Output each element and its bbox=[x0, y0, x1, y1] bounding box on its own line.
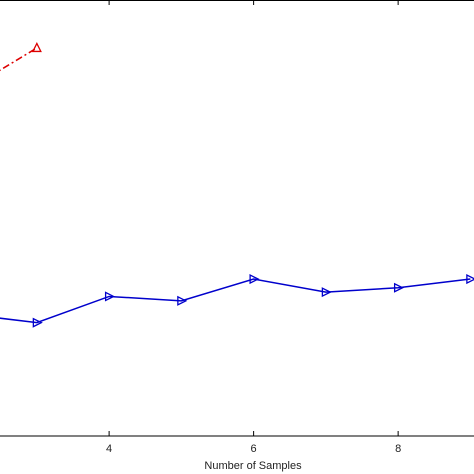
x-axis-label: Number of Samples bbox=[204, 460, 302, 472]
marker bbox=[249, 273, 260, 285]
marker bbox=[177, 295, 188, 306]
marker bbox=[321, 287, 332, 298]
series-line bbox=[0, 47, 38, 72]
marker bbox=[31, 42, 42, 53]
series-line bbox=[0, 278, 471, 324]
marker bbox=[32, 317, 43, 328]
x-tick-label: 4 bbox=[106, 443, 112, 455]
x-tick-label: 6 bbox=[251, 443, 257, 455]
marker bbox=[104, 291, 116, 302]
marker bbox=[393, 282, 405, 293]
marker bbox=[466, 273, 474, 285]
x-tick-label: 8 bbox=[395, 443, 401, 455]
